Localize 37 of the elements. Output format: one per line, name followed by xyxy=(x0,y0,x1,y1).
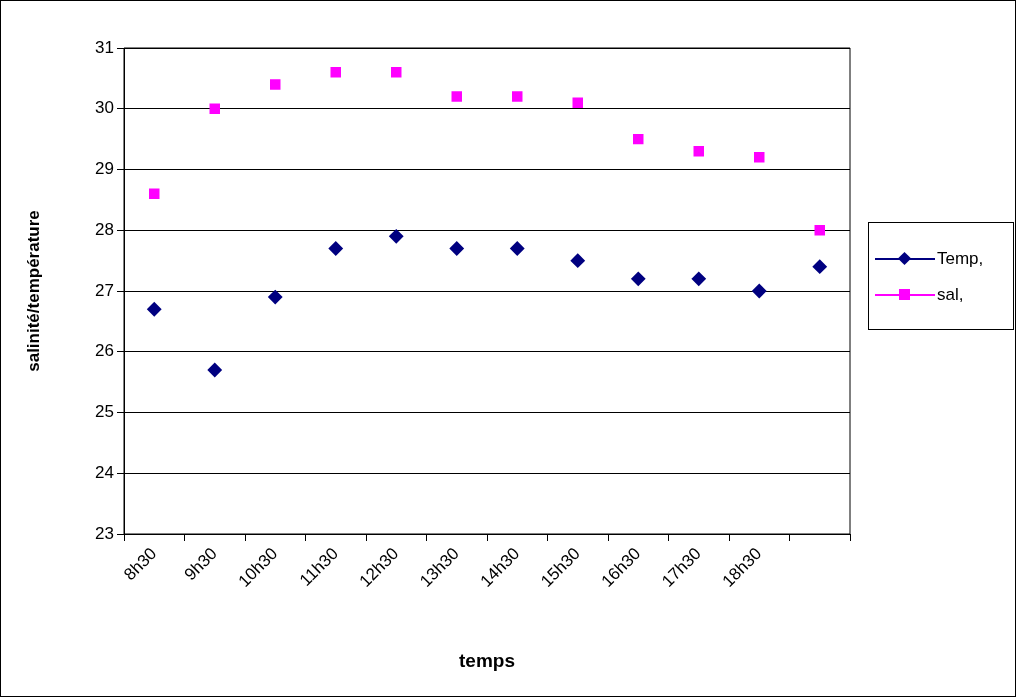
y-tick-label: 30 xyxy=(95,98,114,118)
point xyxy=(449,241,464,256)
point xyxy=(754,152,765,163)
point xyxy=(268,290,283,305)
x-axis-title: temps xyxy=(459,649,515,671)
point xyxy=(149,188,160,200)
y-tick-label: 23 xyxy=(95,523,114,543)
point xyxy=(207,362,222,377)
legend-label: Temp, xyxy=(937,249,984,269)
point xyxy=(330,67,341,78)
point xyxy=(633,133,644,145)
y-tick-label: 26 xyxy=(95,341,114,361)
point xyxy=(328,241,343,256)
y-axis-title: salinité/température xyxy=(23,210,43,372)
point xyxy=(572,97,583,108)
point xyxy=(691,271,706,286)
point xyxy=(814,225,825,236)
point xyxy=(631,271,646,286)
point xyxy=(512,91,523,102)
point xyxy=(147,302,162,317)
point xyxy=(693,146,704,157)
point xyxy=(391,67,402,78)
y-tick-label: 28 xyxy=(95,219,114,239)
point xyxy=(389,229,404,244)
point xyxy=(752,284,767,298)
y-tick-label: 24 xyxy=(95,462,114,482)
y-tick-label: 31 xyxy=(95,37,114,57)
point xyxy=(451,91,462,102)
point xyxy=(570,253,585,268)
point xyxy=(209,103,220,114)
point xyxy=(812,259,827,274)
y-tick-label: 25 xyxy=(95,402,114,422)
y-tick-label: 27 xyxy=(95,280,114,300)
y-tick-label: 29 xyxy=(95,159,114,179)
point xyxy=(510,241,525,256)
legend-label: sal, xyxy=(937,285,964,305)
point xyxy=(270,79,281,90)
